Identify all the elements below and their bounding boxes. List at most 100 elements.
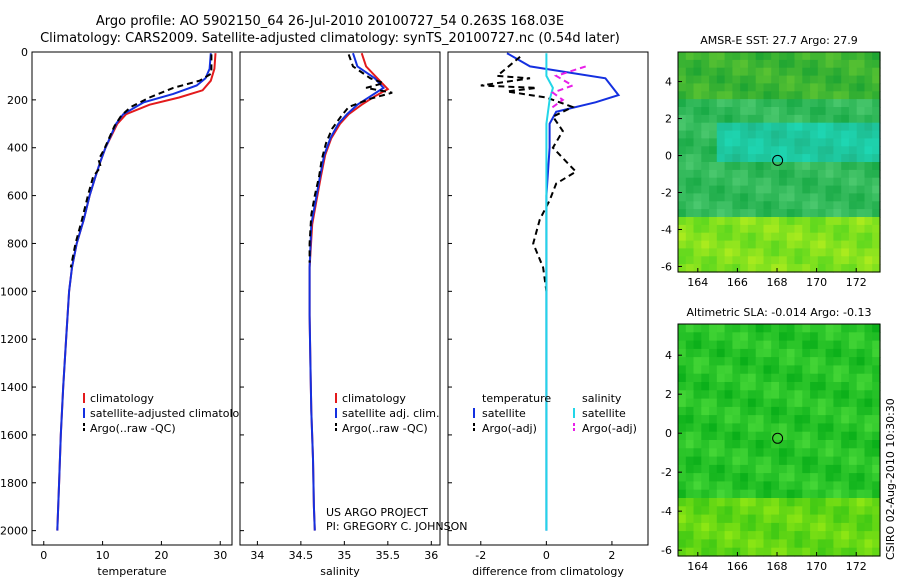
sla-cell: [864, 464, 873, 474]
sst-cell: [771, 248, 780, 257]
sst-cell: [732, 201, 741, 210]
sst-cell: [740, 138, 749, 147]
sla-cell: [779, 398, 788, 408]
sla-cell: [810, 398, 819, 408]
sst-cell: [825, 138, 834, 147]
sst-cell: [709, 264, 718, 273]
sst-cell: [864, 209, 873, 218]
sst-cell: [709, 91, 718, 100]
sst-cell: [856, 185, 866, 195]
sla-xtick-label: 166: [727, 560, 748, 573]
sla-cell: [755, 332, 765, 342]
sla-cell: [794, 415, 803, 424]
sla-cell: [848, 531, 858, 540]
sla-cell: [724, 464, 733, 474]
sla-cell: [685, 440, 695, 449]
sla-cell: [755, 473, 765, 482]
sla-cell: [841, 473, 850, 482]
sla-cell: [740, 547, 749, 557]
sla-xtick-label: 172: [846, 560, 867, 573]
sst-cell: [724, 232, 733, 242]
sst-cell: [779, 75, 788, 85]
sst-cell: [701, 169, 710, 179]
sst-cell: [825, 67, 834, 77]
sla-cell: [817, 365, 827, 375]
sla-cell: [825, 448, 834, 458]
sst-cell: [841, 99, 850, 108]
sst-cell: [825, 248, 834, 257]
sla-cell: [755, 348, 765, 358]
sla-cell: [701, 531, 710, 540]
sst-cell: [802, 193, 811, 202]
sla-cell: [732, 332, 741, 342]
sst-cell: [794, 122, 803, 132]
sst-cell: [771, 256, 780, 265]
sst-cell: [848, 232, 858, 242]
sst-cell: [747, 177, 757, 187]
sst-cell: [872, 162, 881, 171]
sst-cell: [810, 185, 819, 195]
sst-cell: [825, 52, 834, 61]
sst-cell: [794, 224, 803, 234]
sla-cell: [701, 498, 710, 507]
sla-cell: [709, 390, 718, 400]
sla-cell: [841, 390, 850, 400]
sla-cell: [856, 481, 866, 491]
sla-cell: [817, 348, 827, 358]
sst-cell: [794, 201, 803, 210]
sla-cell: [678, 498, 687, 507]
sla-cell: [833, 415, 842, 424]
sla-cell: [685, 456, 695, 466]
sst-cell: [771, 138, 780, 147]
sst-cell: [841, 240, 850, 250]
sla-cell: [810, 365, 819, 375]
difference-xtick-label: -2: [475, 549, 486, 562]
sla-cell: [709, 522, 718, 532]
sla-cell: [779, 382, 788, 391]
sst-cell: [678, 146, 687, 155]
sla-cell: [740, 531, 749, 540]
sst-cell: [825, 193, 834, 202]
sla-cell: [856, 382, 866, 391]
sst-cell: [786, 154, 796, 163]
sst-cell: [747, 99, 757, 108]
sla-cell: [685, 357, 695, 366]
sla-cell: [747, 464, 757, 474]
sla-cell: [755, 531, 765, 540]
sla-cell: [747, 406, 757, 416]
sla-cell: [732, 531, 741, 540]
sst-cell: [724, 248, 733, 257]
sst-cell: [848, 114, 858, 124]
sla-cell: [755, 514, 765, 524]
sla-cell: [763, 489, 772, 499]
sst-cell: [825, 83, 834, 92]
sst-cell: [864, 83, 873, 92]
sst-cell: [794, 256, 803, 265]
sst-cell: [685, 240, 695, 250]
sla-cell: [685, 498, 695, 507]
sla-cell: [794, 373, 803, 383]
sla-cell: [747, 456, 757, 466]
sst-cell: [802, 217, 811, 226]
sst-cell: [763, 185, 772, 195]
sla-cell: [856, 373, 866, 383]
sst-cell: [872, 52, 881, 61]
sst-cell: [693, 122, 702, 132]
sst-cell: [833, 52, 842, 61]
sst-cell: [864, 154, 873, 163]
sla-cell: [810, 514, 819, 524]
sst-cell: [779, 209, 788, 218]
sla-cell: [779, 498, 788, 507]
sst-cell: [755, 177, 765, 187]
sst-cell: [740, 217, 749, 226]
sst-cell: [747, 209, 757, 218]
sst-cell: [771, 52, 780, 61]
sst-cell: [779, 169, 788, 179]
sst-xtick-label: 166: [727, 276, 748, 289]
sst-cell: [794, 130, 803, 140]
sla-cell: [841, 498, 850, 507]
sst-cell: [817, 67, 827, 77]
sst-cell: [716, 177, 726, 187]
sla-cell: [856, 423, 866, 433]
sla-cell: [833, 423, 842, 433]
